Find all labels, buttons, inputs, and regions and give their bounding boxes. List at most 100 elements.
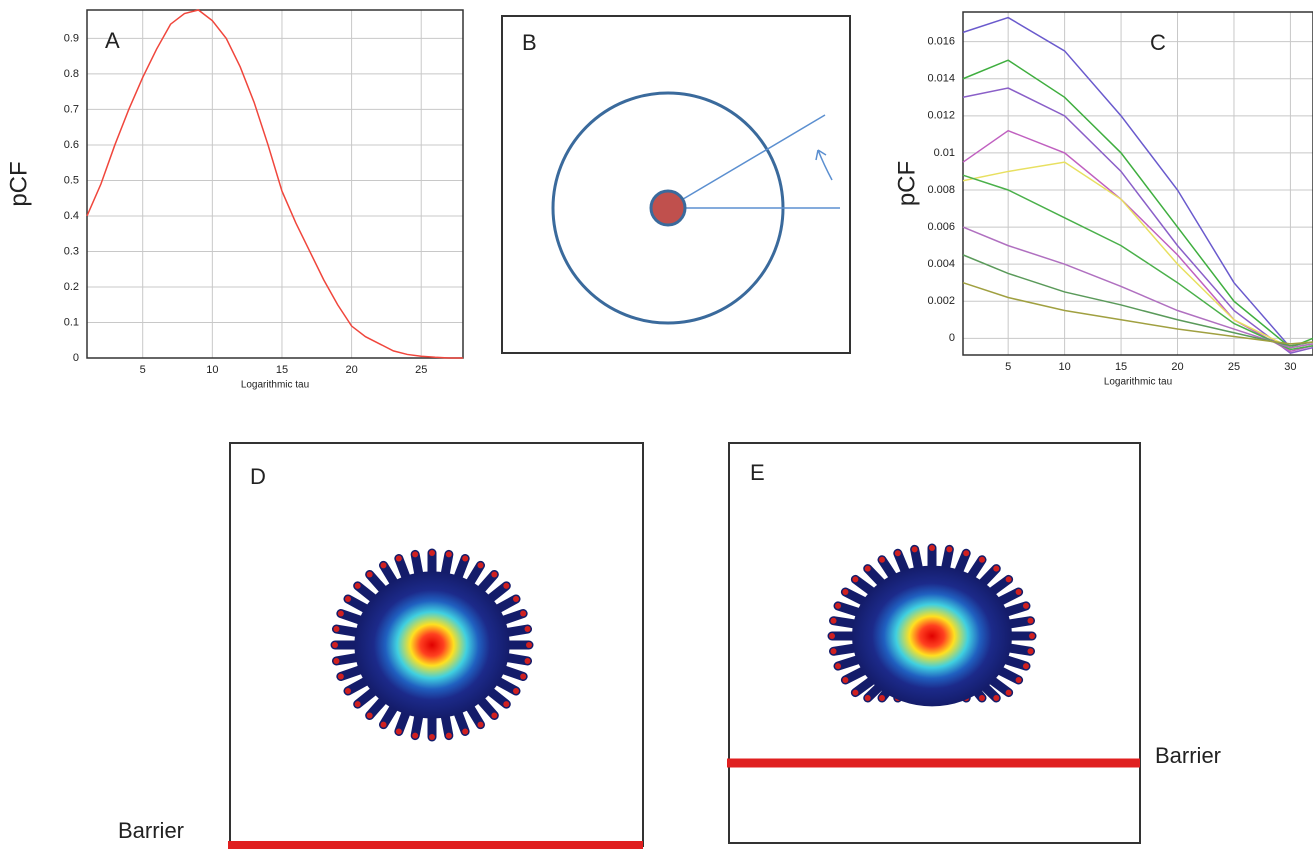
y-tick-label: 0.1	[64, 316, 79, 328]
tip-cell	[864, 695, 871, 701]
data-line	[86, 9, 463, 359]
tip-cell	[337, 673, 344, 680]
tip-cell	[879, 556, 885, 563]
tip-cell	[979, 695, 985, 701]
panel-e: E Barrier	[727, 442, 1221, 844]
tip-cell	[412, 732, 419, 739]
tip-cell	[333, 626, 340, 633]
panel-d: D Barrier	[118, 442, 644, 849]
tip-cell	[354, 701, 361, 708]
y-tick-label: 0.5	[64, 174, 79, 186]
x-tick-label: 5	[1005, 361, 1011, 373]
y-tick-label: 0.004	[927, 258, 955, 270]
tip-cell	[830, 648, 837, 655]
panel-label: C	[1150, 30, 1166, 55]
y-tick-label: 0.4	[64, 210, 79, 222]
tip-cell	[993, 565, 1000, 572]
x-tick-label: 10	[1058, 361, 1070, 373]
data-line	[962, 16, 1313, 349]
tip-cell	[946, 546, 953, 553]
tip-cell	[1015, 589, 1022, 595]
barrier-label: Barrier	[1155, 743, 1221, 768]
tip-cell	[1005, 576, 1012, 583]
tip-cell	[835, 663, 842, 670]
tip-cell	[1022, 602, 1029, 609]
tip-cell	[1027, 648, 1034, 655]
y-tick-label: 0.016	[927, 36, 955, 48]
y-tick-label: 0.014	[927, 73, 955, 85]
tip-cell	[354, 582, 361, 589]
tip-cell	[332, 642, 338, 648]
x-axis-label: Logarithmic tau	[241, 380, 309, 391]
tip-cell	[864, 565, 871, 572]
arrow	[815, 149, 833, 181]
tip-cell	[835, 602, 842, 609]
plot-frame	[962, 11, 1313, 356]
tip-cell	[979, 556, 985, 563]
tip-cell	[526, 642, 532, 648]
tip-cell	[337, 610, 344, 617]
tip-cell	[344, 688, 351, 694]
y-tick-label: 0.9	[64, 32, 79, 44]
tip-cell	[429, 734, 435, 740]
tip-cell	[513, 688, 520, 694]
heat-core	[354, 571, 510, 719]
x-tick-label: 10	[206, 364, 218, 376]
tip-cell	[963, 550, 970, 557]
tip-cell	[993, 695, 1000, 701]
panel-label: E	[750, 460, 765, 485]
y-tick-label: 0.01	[934, 147, 955, 159]
panel-b: B	[501, 15, 851, 354]
x-tick-label: 30	[1284, 361, 1296, 373]
plot-frame	[86, 9, 464, 359]
barrier-label: Barrier	[118, 818, 184, 843]
tip-cell	[429, 550, 435, 556]
tip-cell	[445, 732, 452, 739]
y-axis-label: pCF	[5, 161, 32, 206]
tip-cell	[1005, 689, 1012, 696]
x-tick-label: 5	[140, 364, 146, 376]
data-line	[962, 281, 1313, 345]
tip-cell	[477, 721, 484, 728]
tip-cell	[503, 582, 510, 589]
tip-cell	[366, 571, 373, 578]
tip-cell	[380, 721, 387, 728]
data-line	[962, 129, 1313, 353]
tip-cell	[524, 657, 531, 664]
tip-cell	[395, 555, 402, 562]
tip-cell	[445, 551, 452, 558]
chart: 5 10 15 20 25 0 0.1 0.2 0.3 0.4 0.5 0.6 0.7 0.8 0.9 Log…	[5, 9, 464, 391]
tip-cell	[503, 701, 510, 708]
panel-label: D	[250, 464, 266, 489]
center-dot	[649, 189, 687, 227]
tip-cell	[520, 673, 527, 680]
y-tick-label: 0.008	[927, 184, 955, 196]
panel-label: A	[105, 28, 120, 53]
y-tick-label: 0.2	[64, 281, 79, 293]
tip-cell	[1029, 633, 1035, 639]
tip-cell	[879, 695, 885, 701]
tip-cell	[412, 551, 419, 558]
tip-cell	[462, 728, 469, 735]
tip-cell	[366, 712, 373, 719]
tip-cell	[852, 689, 859, 696]
x-axis-label: Logarithmic tau	[1104, 377, 1172, 388]
y-tick-label: 0.7	[64, 103, 79, 115]
ray	[667, 114, 826, 209]
y-tick-label: 0.002	[927, 295, 955, 307]
data-line	[962, 254, 1313, 347]
tip-cell	[524, 626, 531, 633]
x-tick-label: 25	[415, 364, 427, 376]
tip-cell	[929, 545, 935, 551]
tip-cell	[380, 562, 387, 569]
y-tick-label: 0.3	[64, 245, 79, 257]
tip-cell	[477, 562, 484, 569]
y-axis-label: pCF	[893, 161, 920, 206]
tip-cell	[829, 633, 835, 639]
tip-cell	[344, 596, 351, 602]
frame	[501, 15, 851, 354]
tumor	[330, 548, 534, 742]
tip-cell	[1027, 617, 1034, 624]
